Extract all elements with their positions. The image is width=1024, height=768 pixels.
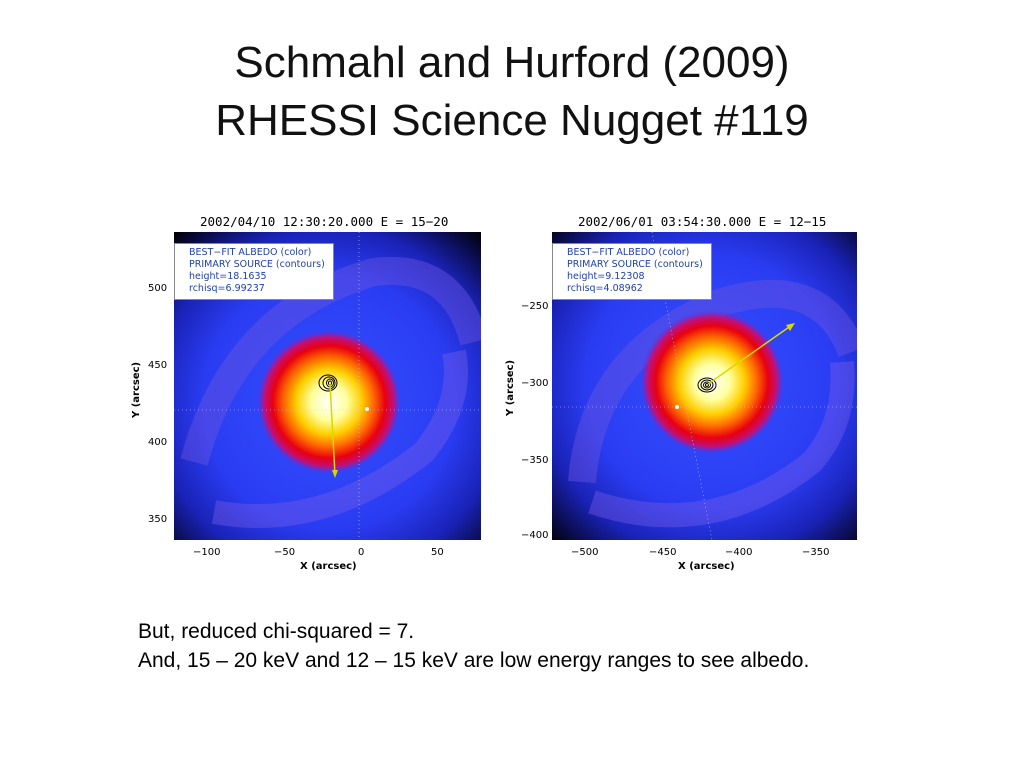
y-tick-label: −250 <box>521 301 549 312</box>
y-tick-label: −300 <box>521 378 549 389</box>
x-tick-label: −50 <box>274 547 296 558</box>
legend-line-4: rchisq=4.08962 <box>567 283 643 294</box>
legend-line-4: rchisq=6.99237 <box>189 283 265 294</box>
title-line-2: RHESSI Science Nugget #119 <box>215 96 809 145</box>
legend-line-2: PRIMARY SOURCE (contours) <box>189 259 325 270</box>
x-axis-label: X (arcsec) <box>678 561 735 572</box>
plot-title: 2002/06/01 03:54:30.000 E = 12−15 <box>578 214 827 229</box>
caption-line-1: But, reduced chi-squared = 7. <box>138 620 415 643</box>
y-tick-label: 350 <box>148 514 168 525</box>
legend-line-3: height=9.12308 <box>567 271 645 282</box>
y-tick-label: 400 <box>148 437 168 448</box>
legend-line-1: BEST−FIT ALBEDO (color) <box>189 247 312 258</box>
title-line-1: Schmahl and Hurford (2009) <box>234 38 790 87</box>
x-tick-label: −350 <box>802 547 830 558</box>
y-tick-label: −350 <box>521 455 549 466</box>
x-tick-label: −100 <box>193 547 221 558</box>
y-axis-label: Y (arcsec) <box>505 359 516 416</box>
x-tick-label: −500 <box>571 547 599 558</box>
legend-line-2: PRIMARY SOURCE (contours) <box>567 259 703 270</box>
legend-line-3: height=18.1635 <box>189 271 267 282</box>
y-tick-label: 500 <box>148 283 168 294</box>
legend-box: BEST−FIT ALBEDO (color) PRIMARY SOURCE (… <box>174 243 334 300</box>
plot-title: 2002/04/10 12:30:20.000 E = 15−20 <box>200 214 449 229</box>
legend-box: BEST−FIT ALBEDO (color) PRIMARY SOURCE (… <box>552 243 712 300</box>
x-tick-label: −400 <box>725 547 753 558</box>
legend-line-1: BEST−FIT ALBEDO (color) <box>567 247 690 258</box>
x-tick-label: 0 <box>358 547 365 558</box>
slide-title: Schmahl and Hurford (2009) RHESSI Scienc… <box>0 34 1024 150</box>
x-axis-label: X (arcsec) <box>300 561 357 572</box>
x-tick-label: −450 <box>649 547 677 558</box>
caption-line-2: And, 15 – 20 keV and 12 – 15 keV are low… <box>138 649 810 672</box>
caption: But, reduced chi-squared = 7. And, 15 – … <box>138 617 809 675</box>
y-tick-label: −400 <box>521 530 549 541</box>
x-tick-label: 50 <box>431 547 444 558</box>
y-axis-label: Y (arcsec) <box>131 361 142 418</box>
y-tick-label: 450 <box>148 360 168 371</box>
